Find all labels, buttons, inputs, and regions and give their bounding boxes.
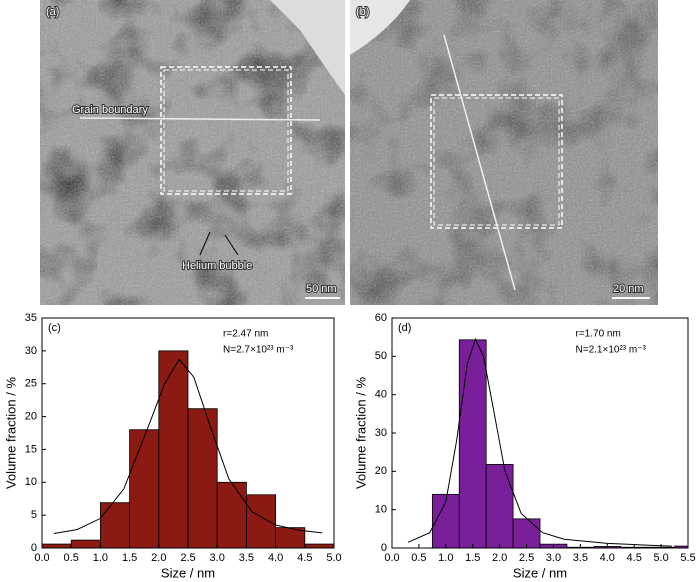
scale-bar-label: 20 nm [613, 283, 644, 295]
bar [187, 408, 218, 549]
y-axis-label: Volume fraction / % [353, 377, 368, 489]
x-tick-label: 1.5 [465, 552, 480, 564]
x-tick-label: 1.0 [438, 552, 453, 564]
bar [158, 350, 189, 549]
x-tick-label: 2.0 [151, 552, 166, 564]
x-tick-label: 2.0 [492, 552, 507, 564]
x-axis-label: Size / nm [513, 565, 567, 580]
annotation: r=2.47 nm [223, 329, 268, 340]
scale-bar-label: 50 nm [306, 283, 337, 295]
annotation: N=2.1×10²³ m⁻³ [576, 345, 647, 356]
x-tick-label: 4.0 [600, 552, 615, 564]
bar [216, 481, 247, 549]
x-tick-label: 3.5 [239, 552, 254, 564]
y-tick-label: 10 [25, 476, 37, 488]
y-tick-label: 30 [25, 345, 37, 357]
x-tick-label: 5.0 [653, 552, 668, 564]
y-tick-label: 25 [25, 378, 37, 390]
y-tick-label: 20 [25, 410, 37, 422]
y-tick-label: 30 [375, 427, 387, 439]
bar [431, 493, 460, 549]
annotation: Grain boundary [72, 104, 148, 116]
bar [100, 502, 131, 549]
bar [512, 518, 541, 549]
fit-curve [53, 358, 323, 534]
y-tick-label: 20 [375, 465, 387, 477]
y-tick-label: 35 [25, 312, 37, 324]
y-axis-label: Volume fraction / % [3, 377, 18, 489]
x-tick-label: 0.0 [384, 552, 399, 564]
y-tick-label: 0 [381, 542, 387, 554]
y-tick-label: 60 [375, 312, 387, 324]
panel-label: (a) [46, 6, 59, 18]
x-tick-label: 5.5 [680, 552, 695, 564]
bar [70, 539, 101, 549]
annotation: r=1.70 nm [576, 329, 621, 340]
y-tick-label: 50 [375, 350, 387, 362]
x-tick-label: 4.5 [627, 552, 642, 564]
bar [129, 429, 160, 549]
x-tick-label: 5.0 [326, 552, 341, 564]
x-tick-label: 3.0 [210, 552, 225, 564]
y-tick-label: 15 [25, 443, 37, 455]
x-tick-label: 1.5 [122, 552, 137, 564]
y-tick-label: 40 [375, 389, 387, 401]
annotation: N=2.7×10²³ m⁻³ [223, 345, 294, 356]
bar [41, 543, 72, 549]
x-axis-label: Size / nm [161, 565, 215, 580]
x-tick-label: 3.5 [573, 552, 588, 564]
x-tick-label: 2.5 [519, 552, 534, 564]
y-tick-label: 0 [31, 542, 37, 554]
annotation: Helium bubble [182, 260, 252, 272]
x-tick-label: 0.0 [34, 552, 49, 564]
x-tick-label: 1.0 [93, 552, 108, 564]
x-tick-label: 4.5 [297, 552, 312, 564]
y-tick-label: 10 [375, 504, 387, 516]
bar [485, 464, 514, 549]
fit-curve [407, 337, 672, 547]
x-tick-label: 0.5 [411, 552, 426, 564]
tem-image-a: (a) Grain boundary Helium bubble 50 nm [40, 0, 345, 305]
y-tick-label: 5 [31, 509, 37, 521]
bar [458, 339, 487, 549]
tem-image-b: (b) 20 nm [350, 0, 658, 305]
bar [304, 543, 335, 549]
x-tick-label: 3.0 [546, 552, 561, 564]
x-tick-label: 4.0 [268, 552, 283, 564]
panel-label: (d) [398, 322, 411, 334]
x-tick-label: 2.5 [180, 552, 195, 564]
panel-label: (c) [48, 322, 61, 334]
bar [245, 494, 276, 549]
panel-label: (b) [356, 6, 369, 18]
x-tick-label: 0.5 [64, 552, 79, 564]
